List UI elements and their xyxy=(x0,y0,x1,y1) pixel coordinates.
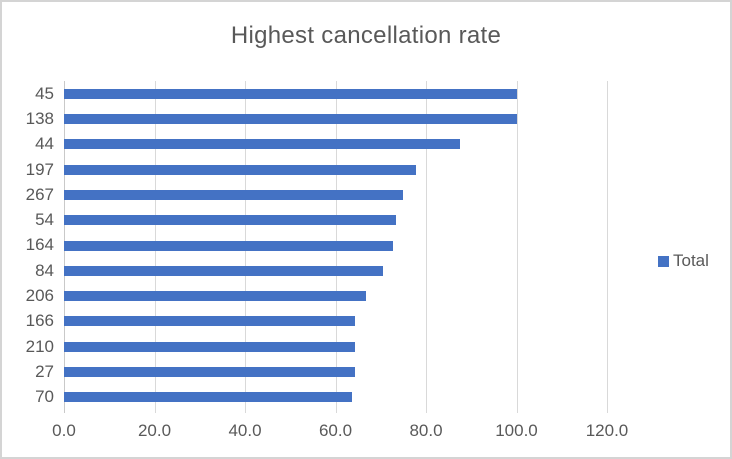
legend: Total xyxy=(658,251,709,271)
y-axis-label: 206 xyxy=(25,286,54,306)
y-axis-label: 70 xyxy=(35,387,54,407)
y-axis-label: 27 xyxy=(35,362,54,382)
plot-area xyxy=(64,81,608,413)
y-axis-label: 210 xyxy=(25,336,54,356)
gridline xyxy=(516,81,518,413)
bar-category-84 xyxy=(64,265,384,276)
bar-category-138 xyxy=(64,113,517,124)
y-axis-label: 84 xyxy=(35,260,54,280)
bar-category-45 xyxy=(64,88,517,99)
y-axis-label: 45 xyxy=(35,83,54,103)
chart-title: Highest cancellation rate xyxy=(230,22,502,49)
gridline xyxy=(426,81,427,413)
bar-category-267 xyxy=(64,189,404,200)
y-axis-label: 138 xyxy=(25,108,54,128)
bar-category-197 xyxy=(64,164,417,175)
legend-marker-icon xyxy=(658,255,669,267)
bar-category-70 xyxy=(64,392,352,403)
y-axis-label: 164 xyxy=(25,235,54,255)
y-axis-label: 54 xyxy=(35,210,54,230)
y-axis-label: 197 xyxy=(25,159,54,179)
x-axis-label: 20.0 xyxy=(137,421,172,440)
bar-category-27 xyxy=(64,367,355,378)
legend-label: Total xyxy=(673,251,709,270)
x-axis-label: 120.0 xyxy=(585,421,629,440)
x-axis-label: 80.0 xyxy=(409,421,443,440)
bar-category-164 xyxy=(64,240,393,251)
bar-category-54 xyxy=(64,215,396,226)
x-axis-label: 100.0 xyxy=(495,421,538,440)
x-axis-label: 60.0 xyxy=(318,421,353,440)
bar-category-166 xyxy=(64,316,355,327)
bar-category-210 xyxy=(64,341,355,352)
bar-category-206 xyxy=(64,291,366,302)
x-axis-label: 40.0 xyxy=(228,421,262,440)
y-axis-label: 166 xyxy=(25,311,54,331)
gridline xyxy=(607,81,608,413)
x-axis-label: 0.0 xyxy=(52,421,76,440)
y-axis-label: 44 xyxy=(35,134,54,154)
y-axis-label: 267 xyxy=(25,184,54,204)
bar-category-44 xyxy=(64,139,460,150)
